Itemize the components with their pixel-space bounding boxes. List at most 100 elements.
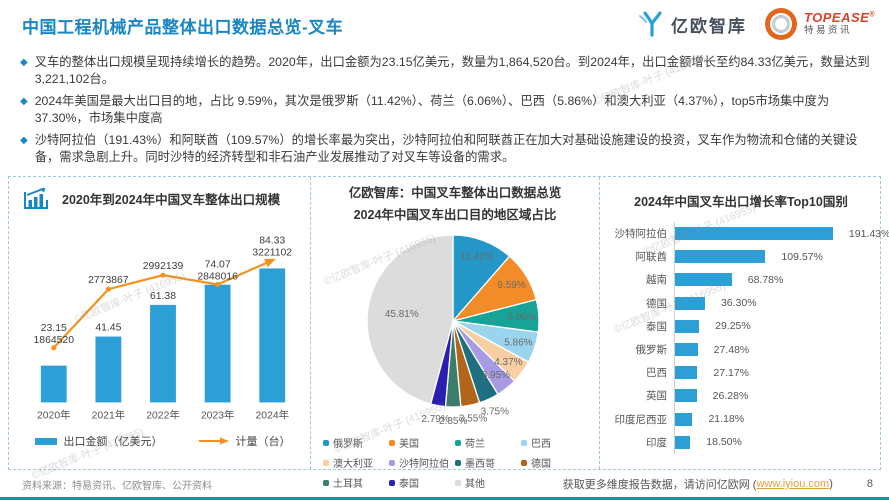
x-axis-year-label: 2020年 — [37, 408, 71, 421]
pie-percent-label: 6.06% — [508, 312, 536, 323]
pie-legend-item: 泰国 — [389, 475, 455, 490]
legend-color-swatch — [389, 479, 395, 486]
combo-chart-legend: 出口金额（亿美元） 计量（台） — [19, 433, 306, 449]
legend-color-swatch — [455, 479, 461, 486]
legend-color-swatch — [323, 439, 329, 446]
page-number: 8 — [866, 478, 873, 490]
diamond-bullet-icon: ◆ — [20, 134, 28, 146]
growth-rate-bar — [675, 343, 698, 357]
country-label: 巴西 — [646, 367, 667, 380]
growth-rate-bar — [675, 227, 833, 241]
destination-share-pie-chart: 11.42% 9.59% 6.06% 5.86% 4.37% 3.95% 3.75%3.55… — [366, 234, 540, 427]
logo-area: 亿欧智库 TOPEASE® 特易资讯 — [637, 8, 875, 40]
yiou-y-logo-icon — [638, 11, 662, 37]
quantity-point — [215, 281, 221, 288]
yiou-logo: 亿欧智库 — [637, 9, 747, 39]
export-amount-bar — [259, 268, 286, 403]
yiou-logo-text: 亿欧智库 — [670, 16, 747, 36]
country-label: 泰国 — [646, 320, 667, 333]
legend-color-swatch — [323, 459, 329, 466]
export-amount-bar — [204, 284, 231, 403]
growth-rate-bar — [675, 435, 691, 449]
legend-label: 德国 — [531, 459, 551, 470]
destination-pie-section: 亿欧智库：中国叉车整体出口数据总览 2024年中国叉车出口目的地区域占比 11.… — [311, 177, 600, 490]
bar-track: 29.25% — [674, 314, 870, 338]
x-axis-year-label: 2021年 — [92, 408, 126, 421]
growth-rate-value: 191.43% — [848, 227, 889, 240]
legend-label: 墨西哥 — [465, 459, 495, 470]
growth-bar-row: 印度尼西亚 21.18% — [612, 407, 870, 431]
growth-bar-row: 泰国 29.25% — [612, 314, 870, 338]
pie-percent-label: 4.37% — [494, 357, 522, 368]
pie-percent-label: 45.81% — [385, 309, 419, 320]
bar-track: 109.57% — [674, 245, 870, 269]
bar-track: 27.48% — [674, 337, 870, 362]
bar-value-label: 41.45 — [95, 323, 121, 334]
export-scale-chart-section: 2020年到2024年中国叉车整体出口规模 23.15 1864520 2020年 4… — [9, 177, 311, 469]
pie-slice-11 — [366, 234, 454, 405]
topease-logo-subtext: 特易资讯 — [803, 25, 852, 36]
panel-title: 亿欧智库：中国叉车整体出口数据总览 — [348, 186, 562, 200]
country-label: 英国 — [646, 390, 667, 403]
quantity-point — [51, 345, 57, 351]
bar-value-label: 61.38 — [150, 291, 176, 302]
topease-logo-text: TOPEASE® — [803, 10, 875, 26]
pie-legend-item: 美国 — [389, 435, 455, 450]
legend-color-swatch — [455, 459, 461, 466]
legend-color-swatch — [389, 459, 395, 466]
line-value-label: 2773867 — [88, 275, 129, 286]
bar-track: 27.17% — [674, 361, 870, 385]
legend-item-quantity: 计量（台） — [198, 433, 291, 449]
legend-item-export-amount: 出口金额（亿美元） — [34, 433, 163, 449]
legend-bar-swatch — [34, 437, 57, 445]
legend-label: 土耳其 — [333, 479, 363, 490]
pie-percent-label: 5.86% — [504, 337, 532, 348]
pie-legend-item: 荷兰 — [455, 435, 521, 450]
growth-rate-bar — [675, 273, 732, 287]
legend-label: 巴西 — [531, 439, 551, 450]
legend-color-swatch — [521, 459, 527, 466]
growth-rate-bar — [675, 250, 766, 264]
pie-legend-item: 沙特阿拉伯 — [389, 455, 455, 470]
bar-value-label: 23.15 — [41, 323, 67, 334]
legend-label: 俄罗斯 — [333, 439, 363, 450]
growth-bar-row: 印度 18.50% — [612, 430, 870, 454]
growth-rate-value: 18.50% — [706, 436, 742, 449]
x-axis-year-label: 2022年 — [146, 408, 180, 421]
summary-bullets: ◆ 叉车的整体出口规模呈现持续增长的趋势。2020年，出口金额为23.15亿美元… — [20, 54, 872, 171]
growth-rate-bar — [675, 319, 700, 333]
legend-color-swatch — [455, 439, 461, 446]
legend-label: 沙特阿拉伯 — [399, 459, 449, 470]
pie-legend-item: 其他 — [455, 475, 521, 490]
bullet-item: ◆ 2024年美国是最大出口目的地，占比 9.59%，其次是俄罗斯（11.42%… — [20, 93, 872, 127]
x-axis-year-label: 2023年 — [201, 408, 235, 421]
legend-color-swatch — [389, 439, 395, 446]
pie-percent-label: 3.55% — [459, 414, 487, 425]
legend-label: 泰国 — [399, 479, 419, 490]
bar-chart-growth-icon — [24, 187, 48, 209]
line-value-label: 2992139 — [143, 261, 184, 272]
legend-color-swatch — [521, 439, 527, 446]
growth-rate-chart-section: 2024年中国叉车出口增长率Top10国别 沙特阿拉伯 191.43% 阿联酋 109… — [600, 177, 889, 469]
bar-value-label: 74.07 — [205, 260, 231, 271]
growth-rate-value: 27.48% — [713, 343, 750, 356]
topease-ring-logo-icon — [764, 8, 797, 40]
line-value-label: 1864520 — [34, 335, 75, 346]
line-value-label: 2848016 — [197, 271, 238, 282]
footer-promo: 获取更多维度报告数据，请访问亿欧网 (www.iyiou.com) 8 — [562, 478, 873, 491]
growth-chart-title: 2024年中国叉车出口增长率Top10国别 — [634, 195, 848, 209]
bullet-text: 沙特阿拉伯（191.43%）和阿联酋（109.57%）的增长率最为突出，沙特阿拉… — [34, 132, 858, 164]
bar-track: 18.50% — [674, 430, 870, 454]
country-label: 俄罗斯 — [635, 344, 668, 357]
iyiou-link[interactable]: www.iyiou.com — [756, 478, 830, 490]
bullet-text: 叉车的整体出口规模呈现持续增长的趋势。2020年，出口金额为23.15亿美元，数… — [34, 55, 870, 86]
legend-line-swatch — [198, 437, 229, 445]
line-arrow-head-icon — [264, 258, 276, 268]
growth-rate-value: 36.30% — [720, 297, 757, 310]
footer-promo-text: 获取更多维度报告数据，请访问亿欧网 ( — [562, 479, 757, 491]
quantity-point — [105, 286, 111, 292]
growth-rate-value: 26.28% — [712, 389, 749, 402]
legend-label: 美国 — [399, 439, 419, 450]
